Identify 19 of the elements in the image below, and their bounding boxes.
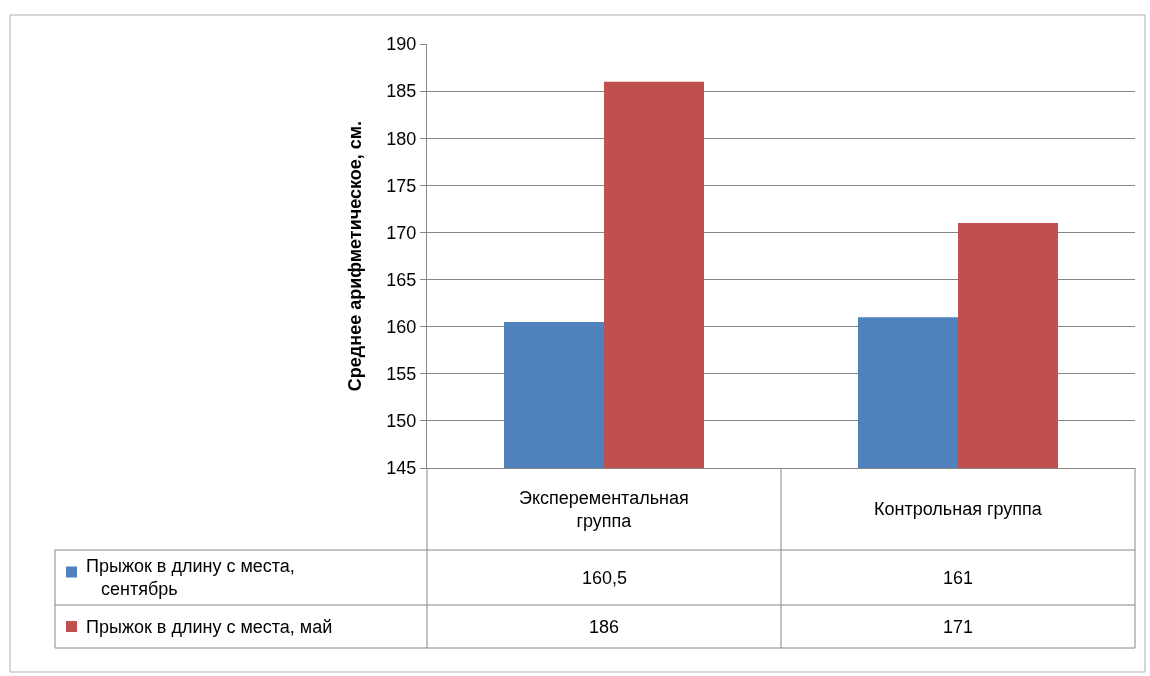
y-tick-label: 190 bbox=[386, 34, 417, 55]
y-axis-title: Среднее арифметическое, см. bbox=[344, 120, 365, 392]
y-tick-label: 145 bbox=[386, 458, 417, 479]
x-tick-label: Контрольная группа bbox=[874, 499, 1043, 519]
legend-label: Прыжок в длину с места, сентябрь bbox=[86, 556, 295, 600]
data-label: 161 bbox=[943, 568, 974, 588]
y-tick-label: 170 bbox=[386, 222, 417, 243]
y-tick-label: 180 bbox=[386, 128, 417, 149]
y-tick-label: 185 bbox=[386, 81, 417, 102]
y-tick-label: 155 bbox=[386, 364, 417, 385]
y-tick-label: 175 bbox=[386, 175, 417, 196]
x-tick-label: Эксперементальная группа bbox=[519, 488, 689, 532]
y-tick-label: 150 bbox=[386, 411, 417, 432]
data-label: 186 bbox=[589, 617, 620, 637]
y-tick-label: 160 bbox=[386, 316, 417, 337]
data-label: 171 bbox=[943, 617, 974, 637]
y-tick-label: 165 bbox=[386, 269, 417, 290]
data-label: 160,5 bbox=[582, 568, 628, 588]
legend-label: Прыжок в длину с места, май bbox=[86, 617, 333, 637]
